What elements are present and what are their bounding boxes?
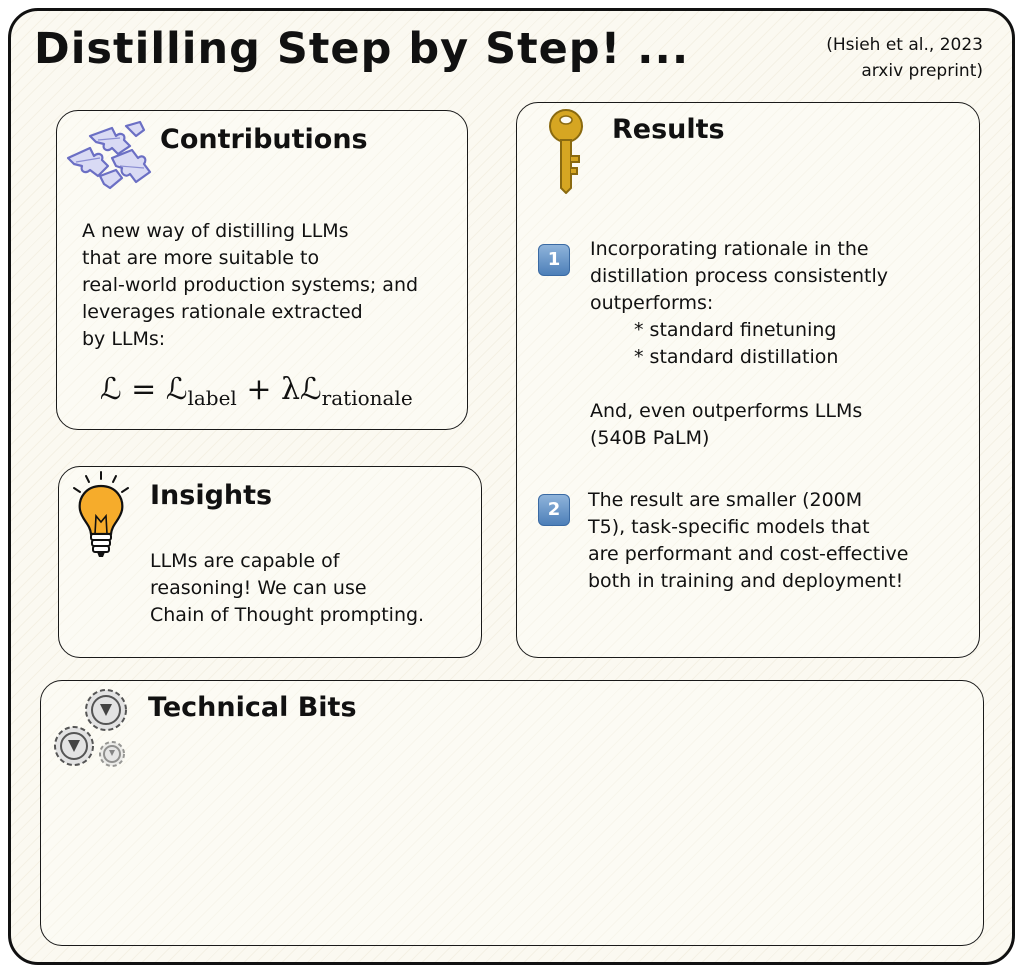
contributions-line: leverages rationale extracted [82, 301, 363, 323]
contributions-line: real-world production systems; and [82, 274, 419, 296]
result-number-2: 2 [538, 494, 570, 526]
citation-line-1: (Hsieh et al., 2023 [826, 35, 983, 55]
insights-line: reasoning! We can use [150, 577, 367, 599]
poster-title: Distilling Step by Step! ... [34, 24, 690, 74]
result-1-line: distillation process consistently [590, 265, 888, 287]
formula-plus: + [246, 372, 272, 407]
contributions-card [56, 110, 468, 430]
citation-line-2: arxiv preprint) [861, 61, 983, 81]
formula-sub-rationale: rationale [321, 386, 413, 410]
contributions-text: A new way of distilling LLMs that are mo… [82, 218, 418, 353]
result-number-1: 1 [538, 244, 570, 276]
contributions-line: by LLMs: [82, 328, 166, 350]
insights-text: LLMs are capable of reasoning! We can us… [150, 548, 424, 629]
key-icon [549, 109, 583, 194]
result-1-extra-line: (540B PaLM) [590, 427, 710, 449]
poster-frame [8, 8, 1015, 965]
lightbulb-icon [73, 471, 129, 557]
result-2-line: The result are smaller (200M [588, 489, 863, 511]
technical-card [40, 680, 984, 946]
insights-line: LLMs are capable of [150, 550, 340, 572]
formula-sub-label: label [187, 386, 237, 410]
result-1-spacer [590, 371, 888, 398]
result-2-line: both in training and deployment! [588, 570, 904, 592]
citation: (Hsieh et al., 2023 arxiv preprint) [748, 32, 983, 84]
result-1-bullet: * standard distillation [634, 346, 839, 368]
results-title: Results [612, 114, 725, 145]
results-card [516, 102, 980, 658]
formula-term-rationale: λℒ [281, 372, 322, 407]
result-item-1: Incorporating rationale in the distillat… [590, 236, 888, 452]
result-1-bullet: * standard finetuning [634, 319, 837, 341]
contributions-title: Contributions [160, 124, 368, 155]
background-hatching [11, 11, 1012, 962]
gears-icon [54, 689, 127, 767]
loss-formula: ℒ = ℒlabel + λℒrationale [100, 372, 413, 410]
formula-term-label: ℒ [165, 372, 188, 407]
contributions-line: that are more suitable to [82, 247, 320, 269]
result-2-line: are performant and cost-effective [588, 543, 909, 565]
result-item-2: The result are smaller (200M T5), task-s… [588, 487, 908, 595]
insights-line: Chain of Thought prompting. [150, 604, 425, 626]
formula-lhs: ℒ [100, 372, 122, 407]
technical-title: Technical Bits [148, 692, 357, 723]
result-1-extra-line: And, even outperforms LLMs [590, 400, 863, 422]
contributions-line: A new way of distilling LLMs [82, 220, 349, 242]
insights-card [58, 466, 482, 658]
result-2-line: T5), task-specific models that [588, 516, 870, 538]
insights-title: Insights [150, 480, 273, 511]
formula-equals: = [131, 372, 157, 407]
puzzle-icon [66, 120, 152, 190]
result-1-line: Incorporating rationale in the [590, 238, 869, 260]
result-1-line: outperforms: [590, 292, 714, 314]
